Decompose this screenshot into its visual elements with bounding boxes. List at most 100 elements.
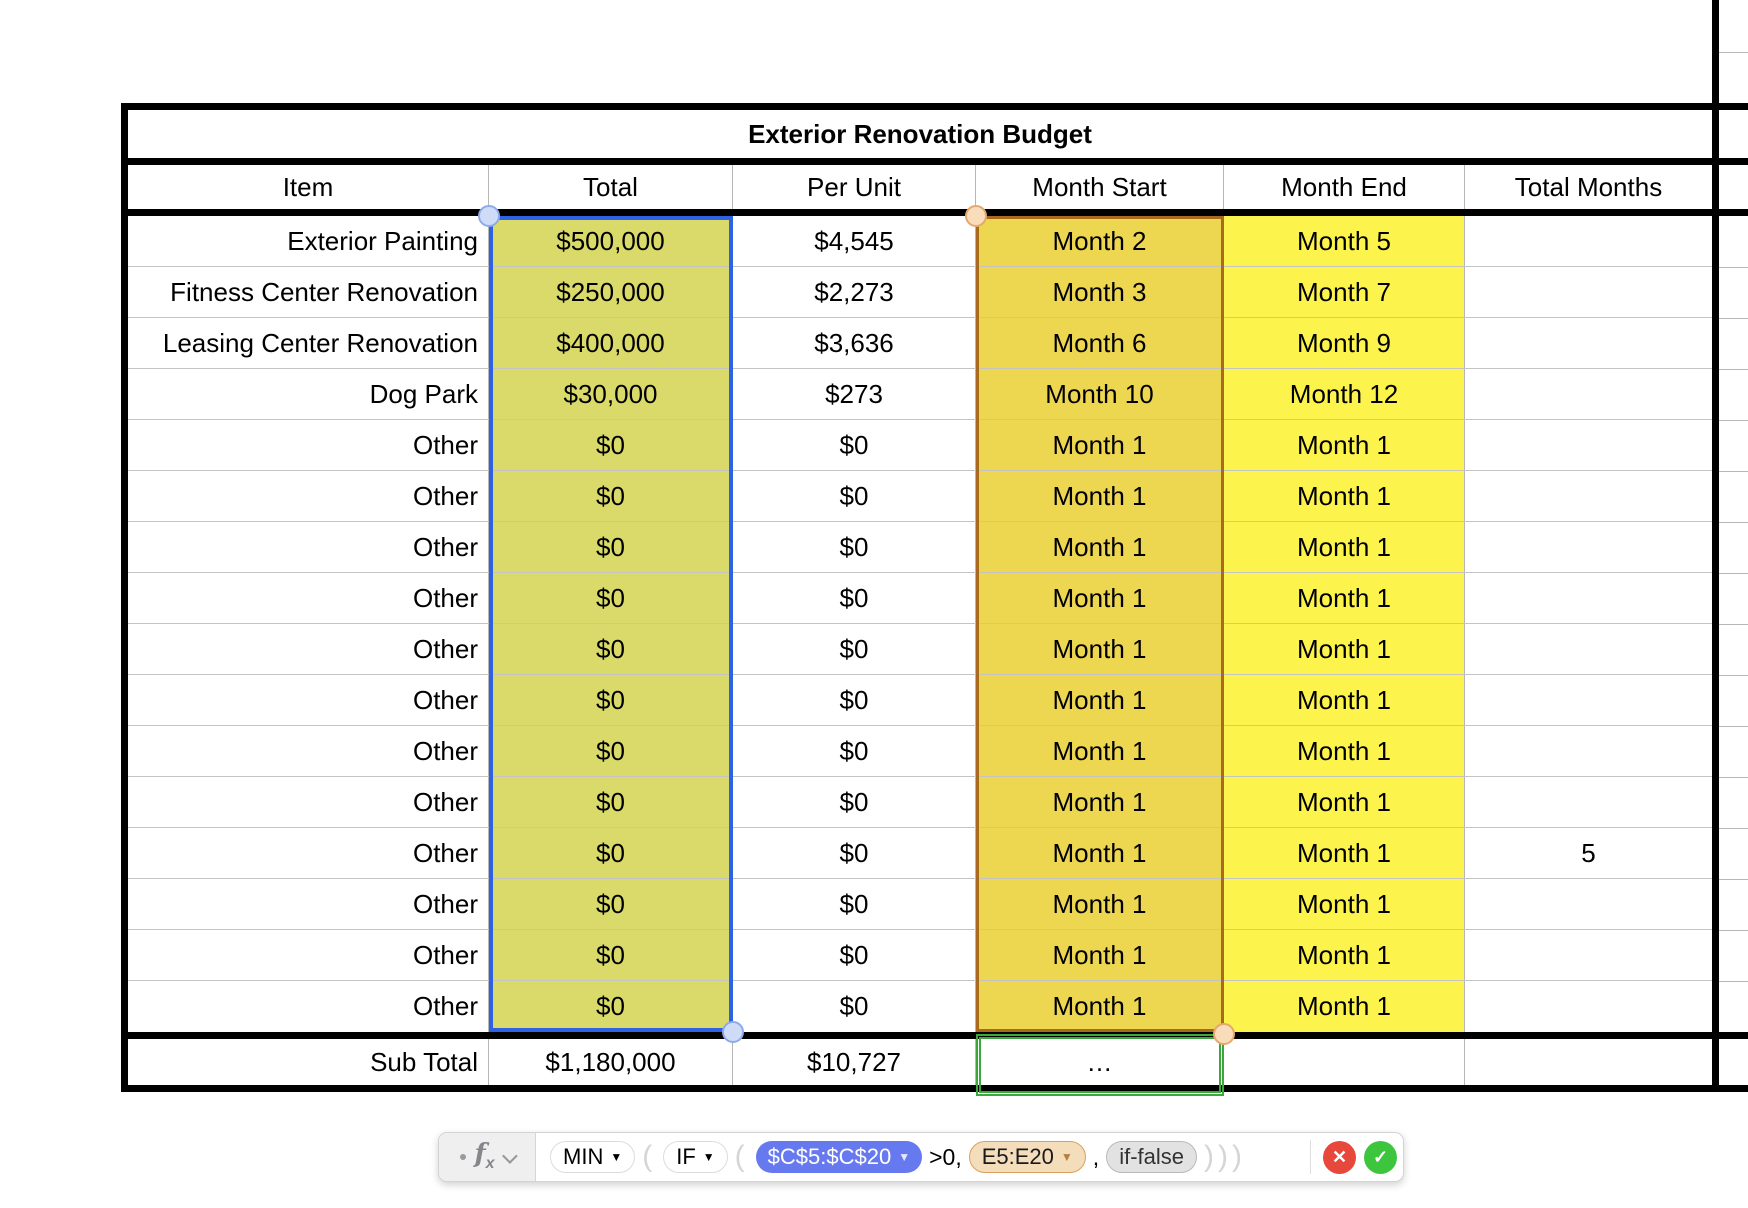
cell-total[interactable]: $0 (489, 726, 733, 776)
cell-per-unit[interactable]: $3,636 (733, 318, 976, 368)
formula-function-section[interactable]: fx (439, 1133, 536, 1181)
cell-per-unit[interactable]: $0 (733, 624, 976, 674)
formula-token-area[interactable]: MIN ▼ (IF ▼ ($C$5:$C$20 ▼ >0, E5:E20 ▼, if-false)… (536, 1141, 1306, 1173)
cell-total-months[interactable] (1465, 471, 1712, 521)
cell-total-months[interactable] (1465, 318, 1712, 368)
cell-month-start[interactable]: Month 1 (976, 522, 1224, 572)
cell-month-start[interactable]: Month 1 (976, 726, 1224, 776)
cell-month-start[interactable]: Month 2 (976, 216, 1224, 266)
subtotal-cell-per-unit[interactable]: $10,727 (733, 1039, 976, 1085)
cell-per-unit[interactable]: $0 (733, 981, 976, 1032)
cell-total[interactable]: $500,000 (489, 216, 733, 266)
token-dropdown-icon[interactable]: ▼ (1060, 1150, 1073, 1164)
cell-month-start[interactable]: Month 1 (976, 675, 1224, 725)
cell-month-start[interactable]: Month 3 (976, 267, 1224, 317)
subtotal-cell-item[interactable]: Sub Total (128, 1039, 489, 1085)
cell-total-months[interactable] (1465, 420, 1712, 470)
cell-total-months[interactable] (1465, 216, 1712, 266)
cell-month-start[interactable]: Month 1 (976, 930, 1224, 980)
cell-total[interactable]: $0 (489, 828, 733, 878)
accept-formula-button[interactable]: ✓ (1364, 1140, 1397, 1174)
cell-per-unit[interactable]: $0 (733, 675, 976, 725)
cell-month-end[interactable]: Month 1 (1224, 828, 1465, 878)
cell-total-months[interactable] (1465, 879, 1712, 929)
cell-total-months[interactable] (1465, 369, 1712, 419)
cell-total-months[interactable] (1465, 777, 1712, 827)
cell-month-end[interactable]: Month 1 (1224, 471, 1465, 521)
cell-month-start[interactable]: Month 1 (976, 879, 1224, 929)
cell-item[interactable]: Other (128, 675, 489, 725)
formula-token-e5-e20[interactable]: E5:E20 ▼ (968, 1141, 1086, 1173)
cell-total-months[interactable] (1465, 726, 1712, 776)
cell-total[interactable]: $0 (489, 573, 733, 623)
cell-item[interactable]: Dog Park (128, 369, 489, 419)
cell-item[interactable]: Other (128, 828, 489, 878)
subtotal-cell-total-months[interactable] (1465, 1039, 1712, 1085)
cell-month-end[interactable]: Month 1 (1224, 420, 1465, 470)
cell-total-months[interactable] (1465, 675, 1712, 725)
cell-total[interactable]: $0 (489, 624, 733, 674)
cell-month-end[interactable]: Month 1 (1224, 675, 1465, 725)
column-header-total-months[interactable]: Total Months (1514, 171, 1663, 202)
cell-month-end[interactable]: Month 1 (1224, 981, 1465, 1032)
cell-per-unit[interactable]: $4,545 (733, 216, 976, 266)
cell-month-start[interactable]: Month 1 (976, 573, 1224, 623)
cell-month-start[interactable]: Month 1 (976, 420, 1224, 470)
blue-selection-handle-bottom-right[interactable] (722, 1021, 744, 1043)
column-header-per-unit[interactable]: Per Unit (733, 165, 976, 209)
cell-month-start[interactable]: Month 1 (976, 828, 1224, 878)
subtotal-cell-month-end[interactable] (1224, 1039, 1465, 1085)
formula-token-min[interactable]: MIN ▼ (550, 1141, 636, 1173)
blue-selection-handle-top-left[interactable] (478, 205, 500, 227)
cell-month-end[interactable]: Month 1 (1224, 777, 1465, 827)
cell-month-end[interactable]: Month 1 (1224, 726, 1465, 776)
cell-total[interactable]: $0 (489, 675, 733, 725)
cell-per-unit[interactable]: $0 (733, 522, 976, 572)
token-dropdown-icon[interactable]: ▼ (610, 1150, 623, 1164)
cell-total-months[interactable] (1465, 624, 1712, 674)
cell-total-months[interactable] (1465, 522, 1712, 572)
cell-per-unit[interactable]: $0 (733, 573, 976, 623)
cell-total[interactable]: $0 (489, 522, 733, 572)
cell-month-end[interactable]: Month 9 (1224, 318, 1465, 368)
cell-total[interactable]: $0 (489, 879, 733, 929)
cell-month-end[interactable]: Month 12 (1224, 369, 1465, 419)
cell-per-unit[interactable]: $273 (733, 369, 976, 419)
cell-month-start[interactable]: Month 10 (976, 369, 1224, 419)
cell-total[interactable]: $30,000 (489, 369, 733, 419)
cell-item[interactable]: Other (128, 930, 489, 980)
column-header-item[interactable]: Item (128, 165, 489, 209)
cell-item[interactable]: Exterior Painting (128, 216, 489, 266)
column-header-month-end[interactable]: Month End (1224, 165, 1465, 209)
subtotal-cell-month-start[interactable]: … (976, 1039, 1224, 1085)
cell-month-start[interactable]: Month 1 (976, 777, 1224, 827)
formula-token-if[interactable]: IF ▼ (663, 1141, 728, 1173)
cell-total[interactable]: $250,000 (489, 267, 733, 317)
cell-month-start[interactable]: Month 1 (976, 981, 1224, 1032)
cell-total[interactable]: $0 (489, 981, 733, 1032)
chevron-down-icon[interactable] (501, 1147, 518, 1164)
cell-per-unit[interactable]: $0 (733, 726, 976, 776)
cell-per-unit[interactable]: $0 (733, 420, 976, 470)
cell-item[interactable]: Fitness Center Renovation (128, 267, 489, 317)
cell-per-unit[interactable]: $0 (733, 471, 976, 521)
token-dropdown-icon[interactable]: ▼ (702, 1150, 715, 1164)
cell-item[interactable]: Other (128, 879, 489, 929)
cancel-formula-button[interactable]: ✕ (1323, 1140, 1356, 1174)
cell-total-months[interactable] (1465, 930, 1712, 980)
cell-item[interactable]: Other (128, 624, 489, 674)
cell-total[interactable]: $0 (489, 471, 733, 521)
cell-total[interactable]: $400,000 (489, 318, 733, 368)
cell-per-unit[interactable]: $0 (733, 879, 976, 929)
cell-month-end[interactable]: Month 5 (1224, 216, 1465, 266)
cell-per-unit[interactable]: $0 (733, 777, 976, 827)
formula-token--c-5-c-20[interactable]: $C$5:$C$20 ▼ (755, 1141, 923, 1173)
cell-per-unit[interactable]: $2,273 (733, 267, 976, 317)
cell-total-months[interactable] (1465, 573, 1712, 623)
subtotal-cell-total[interactable]: $1,180,000 (489, 1039, 733, 1085)
cell-month-start[interactable]: Month 1 (976, 471, 1224, 521)
cell-total[interactable]: $0 (489, 777, 733, 827)
cell-month-end[interactable]: Month 1 (1224, 522, 1465, 572)
cell-month-end[interactable]: Month 1 (1224, 879, 1465, 929)
cell-total[interactable]: $0 (489, 930, 733, 980)
